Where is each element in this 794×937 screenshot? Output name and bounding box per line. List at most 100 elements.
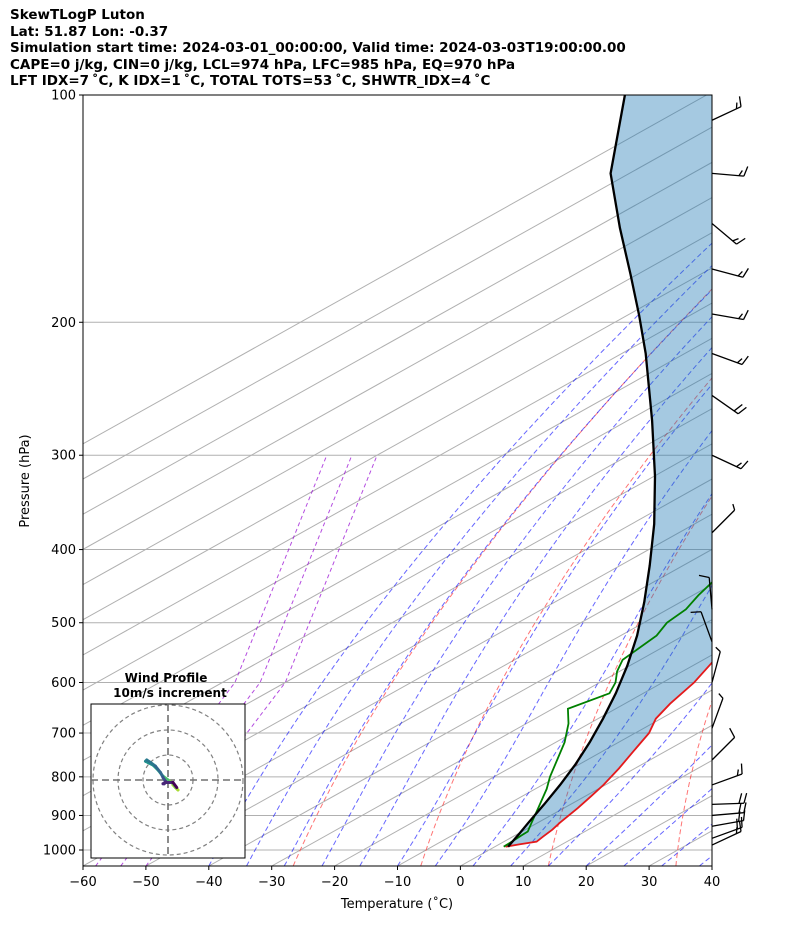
wind-barb-shaft <box>711 313 744 321</box>
x-tick-label: −50 <box>132 875 159 890</box>
header-line-location: Lat: 51.87 Lon: -0.37 <box>10 23 169 40</box>
wind-barb-shaft <box>711 802 745 805</box>
moist-adiabat <box>283 289 712 866</box>
y-tick-label: 100 <box>51 89 76 104</box>
y-tick-label: 400 <box>51 543 76 558</box>
wind-barb-shaft <box>711 820 744 827</box>
wind-barb-flag <box>738 793 743 804</box>
wind-barb <box>711 454 749 470</box>
isotherm-gridline <box>83 478 712 832</box>
wind-barb-flag <box>738 313 744 320</box>
wind-barb-shaft <box>711 106 742 121</box>
dewpoint-line <box>503 581 712 848</box>
hodograph-subtitle: 10m/s increment <box>113 686 227 700</box>
wind-barb <box>711 394 747 415</box>
cape-fill-layer <box>505 95 712 847</box>
wind-barb-flag <box>732 238 739 242</box>
x-tick-label: 20 <box>578 875 595 890</box>
wind-barb-flag <box>737 270 743 277</box>
wind-barb-shaft <box>711 736 736 761</box>
x-tick-label: −60 <box>69 875 96 890</box>
isotherm-gridline <box>83 302 712 656</box>
moist-adiabat <box>510 584 712 866</box>
hodograph-inset: Wind Profile 10m/s increment <box>90 671 246 859</box>
moist-adiabat <box>623 787 712 866</box>
moist-adiabat <box>397 383 712 866</box>
wind-barb <box>711 646 721 683</box>
wind-barb-flag <box>742 268 749 278</box>
y-axis-label: Pressure (hPa) <box>18 434 33 527</box>
wind-barb-flag <box>736 818 739 830</box>
x-tick-label: −10 <box>384 875 411 890</box>
moist-adiabat <box>548 682 712 866</box>
isotherm-gridline <box>83 95 707 445</box>
wind-barb-flag <box>738 802 742 814</box>
wind-barb-flag <box>736 769 739 776</box>
moist-adiabat <box>472 492 712 866</box>
wind-barb-flag <box>740 763 743 775</box>
wind-barb <box>711 792 748 805</box>
wind-barb <box>711 352 749 366</box>
wind-barb-shaft <box>711 651 721 683</box>
moist-adiabat <box>208 242 712 866</box>
wind-barb-flag <box>736 462 742 468</box>
dry-adiabat <box>547 495 712 866</box>
wind-barb <box>711 503 736 534</box>
wind-barb-flag <box>740 816 743 828</box>
wind-barb <box>711 96 742 121</box>
wind-barb-shaft <box>711 268 744 278</box>
isotherm-gridline <box>145 548 712 866</box>
isotherm-gridline <box>334 654 712 866</box>
wind-barb <box>711 727 736 761</box>
y-tick-label: 900 <box>51 809 76 824</box>
x-axis-label: Temperature (˚C) <box>340 896 453 912</box>
isotherm-gridline <box>83 337 712 691</box>
mixing-ratio-line <box>145 455 378 866</box>
wind-barb-shaft <box>711 509 736 534</box>
y-tick-label: 700 <box>51 727 76 742</box>
isotherm-gridline <box>83 196 712 550</box>
isotherm-gridline <box>208 583 712 866</box>
x-tick-label: 0 <box>456 875 464 890</box>
isotherm-gridline <box>711 865 712 866</box>
cape-shading <box>505 95 712 847</box>
wind-barb-shaft <box>711 698 724 729</box>
isotherm-gridline <box>460 724 712 866</box>
header-line-cape: CAPE=0 j/kg, CIN=0 j/kg, LCL=974 hPa, LF… <box>10 56 516 73</box>
isotherm-gridline <box>83 126 712 480</box>
wind-barb-flag <box>736 358 743 364</box>
chart-header: SkewTLogP Luton Lat: 51.87 Lon: -0.37 Si… <box>10 7 626 90</box>
isotherm-gridline <box>397 689 712 866</box>
isotherm-gridline <box>83 161 712 515</box>
wind-barb <box>711 268 749 278</box>
wind-barb-flag <box>740 460 749 470</box>
wind-barb-flag <box>698 574 710 579</box>
isotherm-gridline <box>271 619 712 866</box>
x-tick-label: 10 <box>515 875 532 890</box>
dry-adiabat <box>420 377 712 866</box>
header-line-indices: LFT IDX=7 ˚C, K IDX=1 ˚C, TOTAL TOTS=53 … <box>10 73 491 89</box>
wind-barb-shaft <box>711 223 737 245</box>
wind-barb-shaft <box>711 830 742 846</box>
isotherm-gridline <box>83 267 712 621</box>
hodograph-title: Wind Profile <box>125 671 208 685</box>
wind-barb-flag <box>738 821 742 832</box>
x-tick-label: −30 <box>258 875 285 890</box>
x-tick-label: −20 <box>321 875 348 890</box>
wind-barb <box>690 611 713 643</box>
wind-barb-flag <box>732 503 736 511</box>
wind-barb-flag <box>743 802 747 813</box>
y-tick-label: 500 <box>51 616 76 631</box>
wind-barb-shaft <box>711 394 739 415</box>
wind-barb-flag <box>729 727 736 738</box>
wind-barb-flag <box>742 309 749 320</box>
header-line-times: Simulation start time: 2024-03-01_00:00:… <box>10 40 626 56</box>
wind-barb-flag <box>718 693 724 699</box>
wind-barb <box>711 309 749 321</box>
y-tick-label: 1000 <box>43 844 76 859</box>
x-tick-label: −40 <box>195 875 222 890</box>
wind-barb <box>711 223 746 245</box>
y-tick-label: 300 <box>51 449 76 464</box>
x-tick-label: 40 <box>704 875 721 890</box>
